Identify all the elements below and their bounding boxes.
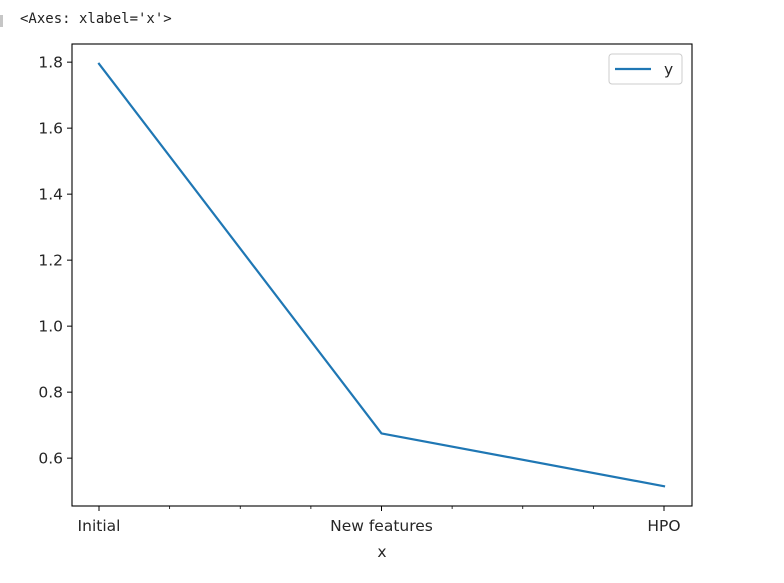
output-prompt-marker bbox=[0, 15, 3, 27]
x-axis-label: x bbox=[377, 543, 386, 561]
y-tick-label: 1.0 bbox=[38, 318, 63, 336]
x-tick-label: HPO bbox=[647, 517, 680, 535]
axes-frame bbox=[71, 43, 693, 507]
tick-labels: 0.6 0.8 1.0 1.2 1.4 1.6 1.8 Initial New features… bbox=[38, 54, 680, 535]
y-tick-label: 1.4 bbox=[38, 186, 63, 204]
legend-label: y bbox=[664, 61, 673, 79]
legend: y bbox=[608, 53, 683, 85]
y-tick-label: 1.8 bbox=[38, 54, 63, 72]
y-tick-label: 0.8 bbox=[38, 384, 63, 402]
tick-marks bbox=[67, 61, 665, 511]
y-tick-label: 1.6 bbox=[38, 120, 63, 138]
series-line bbox=[97, 62, 666, 488]
x-tick-label: Initial bbox=[78, 517, 121, 535]
output-repr-text: <Axes: xlabel='x'> bbox=[20, 11, 172, 27]
series-lines bbox=[97, 62, 666, 488]
x-tick-label: New features bbox=[330, 517, 433, 535]
y-tick-label: 1.2 bbox=[38, 252, 63, 270]
y-tick-label: 0.6 bbox=[38, 450, 63, 468]
